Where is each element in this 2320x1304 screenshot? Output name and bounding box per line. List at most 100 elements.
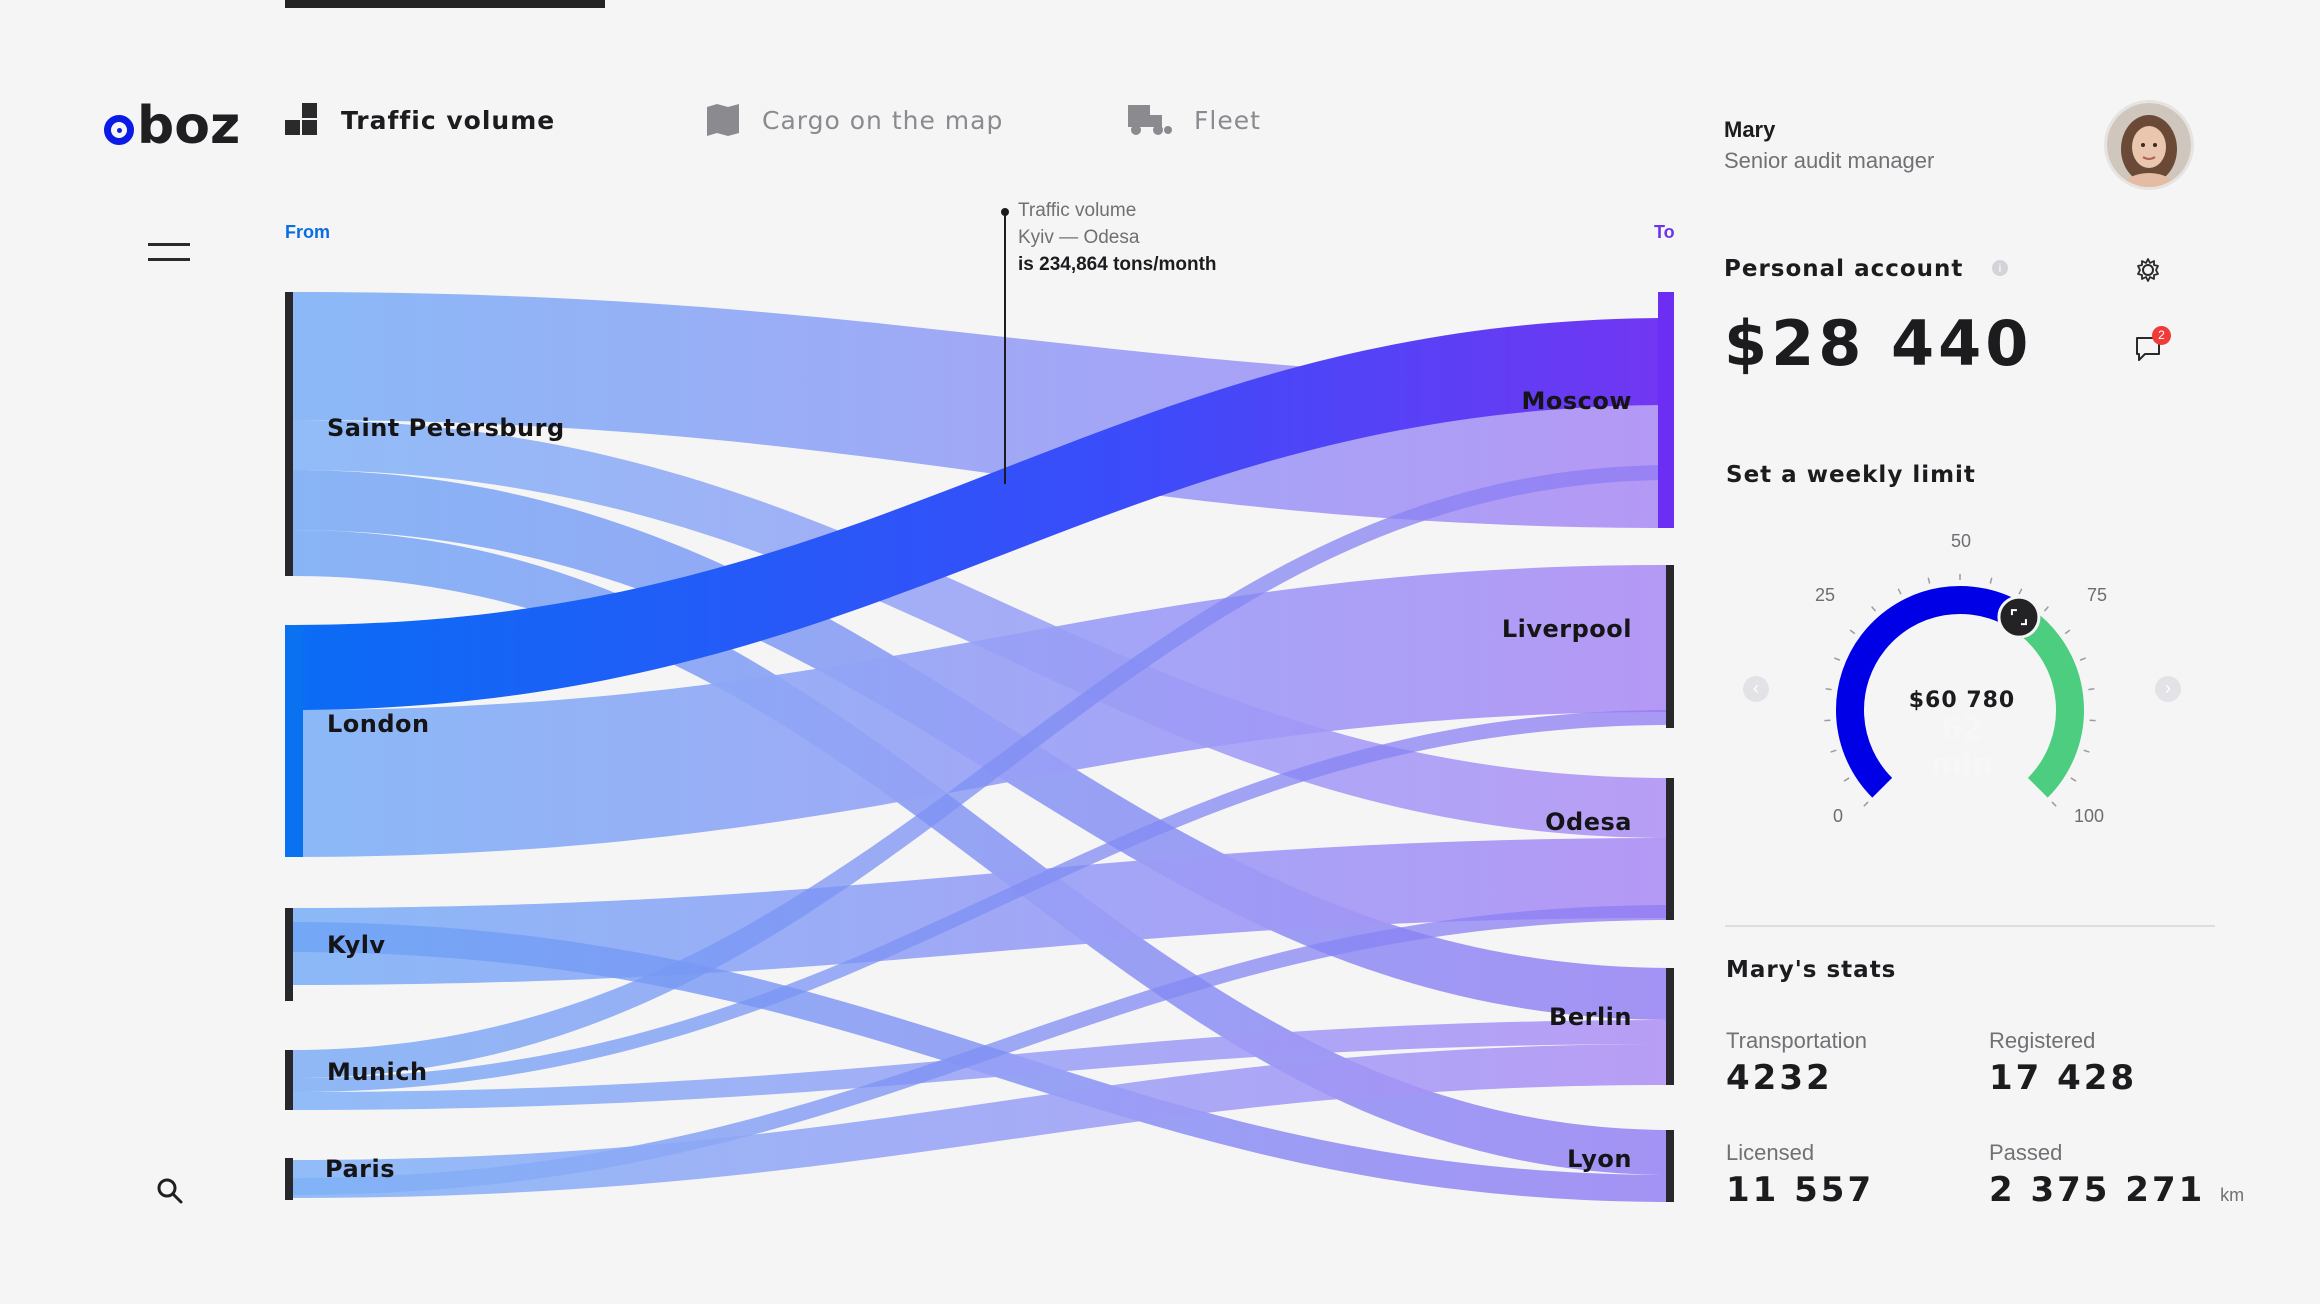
tooltip-value: is 234,864 tons/month bbox=[1018, 254, 1217, 275]
flow-saint-petersburg-moscow[interactable] bbox=[292, 292, 1672, 528]
gauge-tick-label-75: 75 bbox=[2087, 585, 2108, 605]
flow-munich-berlin[interactable] bbox=[292, 1020, 1672, 1110]
gauge-value: $60 780 bbox=[1908, 688, 2016, 713]
stat-value-passed: 2 375 271 km bbox=[1989, 1170, 2244, 1210]
gauge-tick-label-25: 25 bbox=[1815, 585, 1836, 605]
flow-paris-odesa[interactable] bbox=[292, 905, 1672, 1195]
gear-icon[interactable] bbox=[2134, 256, 2162, 284]
gauge-tick bbox=[1871, 606, 1877, 612]
flow-munich-liverpool[interactable] bbox=[292, 710, 1672, 1092]
user-role: Senior audit manager bbox=[1724, 148, 1935, 173]
flow-london-moscow[interactable] bbox=[292, 318, 1672, 710]
account-balance: $28 440 bbox=[1724, 307, 2033, 380]
gauge-tick bbox=[2018, 588, 2023, 595]
passed-unit: km bbox=[2220, 1185, 2245, 1205]
search-icon[interactable] bbox=[156, 1177, 184, 1205]
source-label-london: London bbox=[327, 710, 430, 738]
top-scroll-indicator bbox=[285, 0, 605, 8]
weekly-limit-gauge[interactable] bbox=[1820, 570, 2100, 810]
node-bar-lyon[interactable] bbox=[1666, 1130, 1674, 1202]
node-bar-paris[interactable] bbox=[285, 1158, 293, 1200]
gauge-tick bbox=[1897, 588, 1902, 595]
gauge-handle[interactable] bbox=[1997, 595, 2041, 639]
gauge-tick bbox=[1863, 801, 1869, 807]
source-label-saint-petersburg: Saint Petersburg bbox=[327, 414, 565, 442]
info-icon[interactable]: i bbox=[1992, 260, 2008, 276]
source-label-paris: Paris bbox=[325, 1155, 395, 1183]
gauge-tick bbox=[1830, 749, 1837, 753]
drag-arrows-icon bbox=[2010, 609, 2027, 626]
tab-label: Fleet bbox=[1194, 105, 1261, 135]
target-label-odesa: Odesa bbox=[1545, 808, 1632, 836]
user-name: Mary bbox=[1724, 117, 1776, 142]
logo[interactable]: boz bbox=[104, 100, 240, 152]
node-bar-munich[interactable] bbox=[285, 1050, 293, 1110]
passed-number: 2 375 271 bbox=[1989, 1170, 2206, 1210]
blocks-icon bbox=[285, 103, 317, 135]
gauge-tick bbox=[1834, 657, 1841, 661]
tooltip-route: Kyiv — Odesa bbox=[1018, 227, 1140, 248]
gauge-ticks bbox=[1824, 574, 2096, 807]
gauge-tick bbox=[1927, 577, 1931, 584]
tab-cargo-map[interactable]: Cargo on the map bbox=[706, 98, 1003, 142]
node-bar-kylv[interactable] bbox=[285, 908, 293, 1001]
gauge-tick bbox=[2083, 749, 2090, 753]
notification-badge: 2 bbox=[2152, 326, 2171, 345]
tab-label: Traffic volume bbox=[341, 105, 556, 135]
gauge-tick bbox=[2051, 801, 2057, 807]
weekly-limit-title: Set a weekly limit bbox=[1726, 462, 1976, 488]
gauge-tick bbox=[2088, 687, 2095, 691]
gauge-tick bbox=[2043, 606, 2049, 612]
prev-arrow-icon[interactable]: ‹ bbox=[1743, 676, 1769, 702]
source-label-munich: Munich bbox=[327, 1058, 428, 1086]
flow-saint-petersburg-lyon[interactable] bbox=[292, 530, 1672, 1175]
tab-fleet[interactable]: Fleet bbox=[1126, 98, 1261, 142]
to-column-label: To bbox=[1654, 222, 1675, 242]
avatar-portrait-icon bbox=[2107, 103, 2191, 187]
flow-saint-petersburg-odesa[interactable] bbox=[292, 420, 1672, 838]
node-bar-moscow[interactable] bbox=[1658, 292, 1674, 528]
node-bar-liverpool[interactable] bbox=[1666, 565, 1674, 728]
gauge-tick-label-50: 50 bbox=[1951, 531, 1972, 551]
stat-label-registered: Registered bbox=[1989, 1028, 2096, 1053]
flow-london-liverpool[interactable] bbox=[292, 565, 1672, 857]
target-label-liverpool: Liverpool bbox=[1501, 615, 1632, 643]
personal-account-title: Personal account bbox=[1724, 256, 1964, 282]
gauge-tick-label-100: 100 bbox=[2074, 806, 2105, 826]
tab-traffic-volume[interactable]: Traffic volume bbox=[285, 98, 555, 142]
stats-title: Mary's stats bbox=[1726, 957, 1897, 983]
node-bar-saint-petersburg[interactable] bbox=[285, 292, 293, 576]
gauge-arc-remaining bbox=[2011, 605, 2084, 798]
gauge-tick bbox=[1849, 629, 1856, 635]
gauge-tick bbox=[1843, 777, 1850, 782]
flow-tooltip: Traffic volume Kyiv — Odesa is 234,864 t… bbox=[1018, 197, 1217, 278]
avatar[interactable] bbox=[2107, 103, 2191, 187]
gauge-tick bbox=[2070, 777, 2077, 782]
node-bar-berlin[interactable] bbox=[1666, 968, 1674, 1085]
logo-text: boz bbox=[137, 96, 241, 156]
gauge-tick-label-0: 0 bbox=[1833, 806, 1844, 826]
stat-value-licensed: 11 557 bbox=[1726, 1170, 1875, 1210]
gauge-tick bbox=[1989, 577, 1993, 584]
hamburger-menu-icon[interactable] bbox=[148, 243, 190, 263]
gauge-tick bbox=[1825, 687, 1832, 691]
stat-value-registered: 17 428 bbox=[1989, 1058, 2138, 1098]
source-label-kylv: Kylv bbox=[327, 931, 386, 959]
stat-label-passed: Passed bbox=[1989, 1140, 2063, 1165]
next-arrow-icon[interactable]: › bbox=[2155, 676, 2181, 702]
from-column-label: From bbox=[285, 222, 330, 242]
node-bar-odesa[interactable] bbox=[1666, 778, 1674, 920]
tooltip-title: Traffic volume bbox=[1018, 200, 1137, 221]
gauge-arc-filled bbox=[1836, 586, 2027, 798]
flow-munich-moscow[interactable] bbox=[292, 465, 1672, 1078]
gauge-ghost-value: 62 min bbox=[1930, 712, 1994, 782]
flow-paris-berlin[interactable] bbox=[292, 1044, 1672, 1198]
target-label-berlin: Berlin bbox=[1549, 1003, 1632, 1031]
node-bar-london[interactable] bbox=[285, 625, 303, 857]
map-icon bbox=[707, 104, 739, 136]
stat-label-transportation: Transportation bbox=[1726, 1028, 1868, 1053]
target-label-lyon: Lyon bbox=[1567, 1145, 1632, 1173]
target-label-moscow: Moscow bbox=[1521, 387, 1632, 415]
tab-label: Cargo on the map bbox=[762, 105, 1004, 135]
logo-mark-icon bbox=[104, 115, 134, 145]
